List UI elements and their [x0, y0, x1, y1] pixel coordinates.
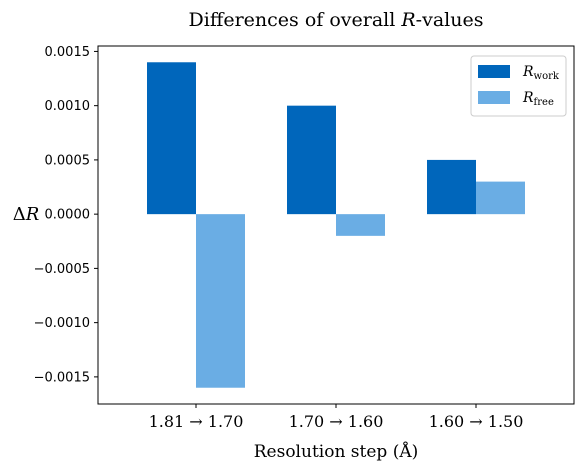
x-tick-label: 1.81 → 1.70 [149, 412, 244, 431]
bar-free-2 [336, 214, 385, 236]
y-tick-label: 0.0005 [45, 153, 91, 168]
x-tick-label: 1.70 → 1.60 [289, 412, 384, 431]
x-axis-ticks: 1.81 → 1.70 1.70 → 1.60 1.60 → 1.50 [149, 404, 524, 431]
legend-swatch-work [478, 65, 510, 78]
y-tick-label: −0.0015 [34, 370, 90, 385]
bar-work-3 [427, 159, 476, 215]
bar-free-1 [196, 214, 245, 388]
bars-layer [147, 62, 525, 388]
y-tick-label: 0.0015 [45, 45, 91, 60]
y-axis-label: ΔR [13, 204, 40, 225]
bar-work-1 [147, 62, 196, 215]
y-tick-label: −0.0005 [34, 262, 90, 277]
legend-label-work: Rwork [522, 64, 560, 82]
x-axis-label: Resolution step (Å) [254, 441, 419, 462]
y-tick-label: 0.0000 [45, 208, 91, 223]
legend-label-free: Rfree [522, 90, 554, 108]
x-tick-label: 1.60 → 1.50 [429, 412, 524, 431]
chart-title: Differences of overall R-values [189, 9, 484, 31]
y-tick-label: −0.0010 [34, 316, 90, 331]
y-axis-ticks: −0.0015 −0.0010 −0.0005 0.0000 0.0005 0.0010 0… [34, 45, 98, 385]
y-tick-label: 0.0010 [45, 99, 91, 114]
bar-work-2 [287, 105, 336, 215]
plot-frame [97, 45, 575, 405]
legend: Rwork Rfree [470, 55, 567, 117]
bar-free-3 [476, 181, 525, 215]
legend-swatch-free [478, 91, 510, 104]
